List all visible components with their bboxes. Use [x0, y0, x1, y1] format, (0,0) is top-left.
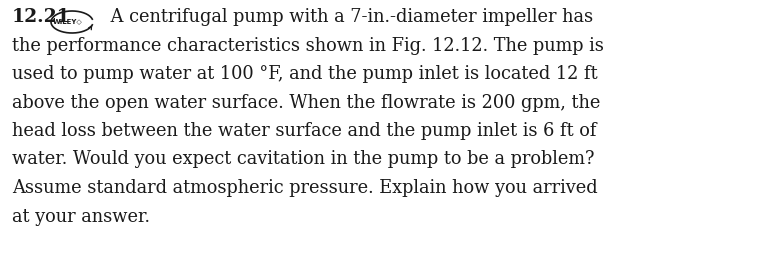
Text: Assume standard atmospheric pressure. Explain how you arrived: Assume standard atmospheric pressure. Ex… — [12, 179, 597, 197]
Text: at your answer.: at your answer. — [12, 208, 150, 226]
Text: A centrifugal pump with a 7-in.-diameter impeller has: A centrifugal pump with a 7-in.-diameter… — [105, 8, 593, 26]
Text: WILEY◇: WILEY◇ — [53, 19, 83, 25]
Text: above the open water surface. When the flowrate is 200 gpm, the: above the open water surface. When the f… — [12, 94, 600, 112]
Text: the performance characteristics shown in Fig. 12.12. The pump is: the performance characteristics shown in… — [12, 36, 604, 54]
Text: 12.21: 12.21 — [12, 8, 71, 26]
Text: head loss between the water surface and the pump inlet is 6 ft of: head loss between the water surface and … — [12, 122, 597, 140]
Text: water. Would you expect cavitation in the pump to be a problem?: water. Would you expect cavitation in th… — [12, 150, 594, 168]
Text: used to pump water at 100 °F, and the pump inlet is located 12 ft: used to pump water at 100 °F, and the pu… — [12, 65, 597, 83]
